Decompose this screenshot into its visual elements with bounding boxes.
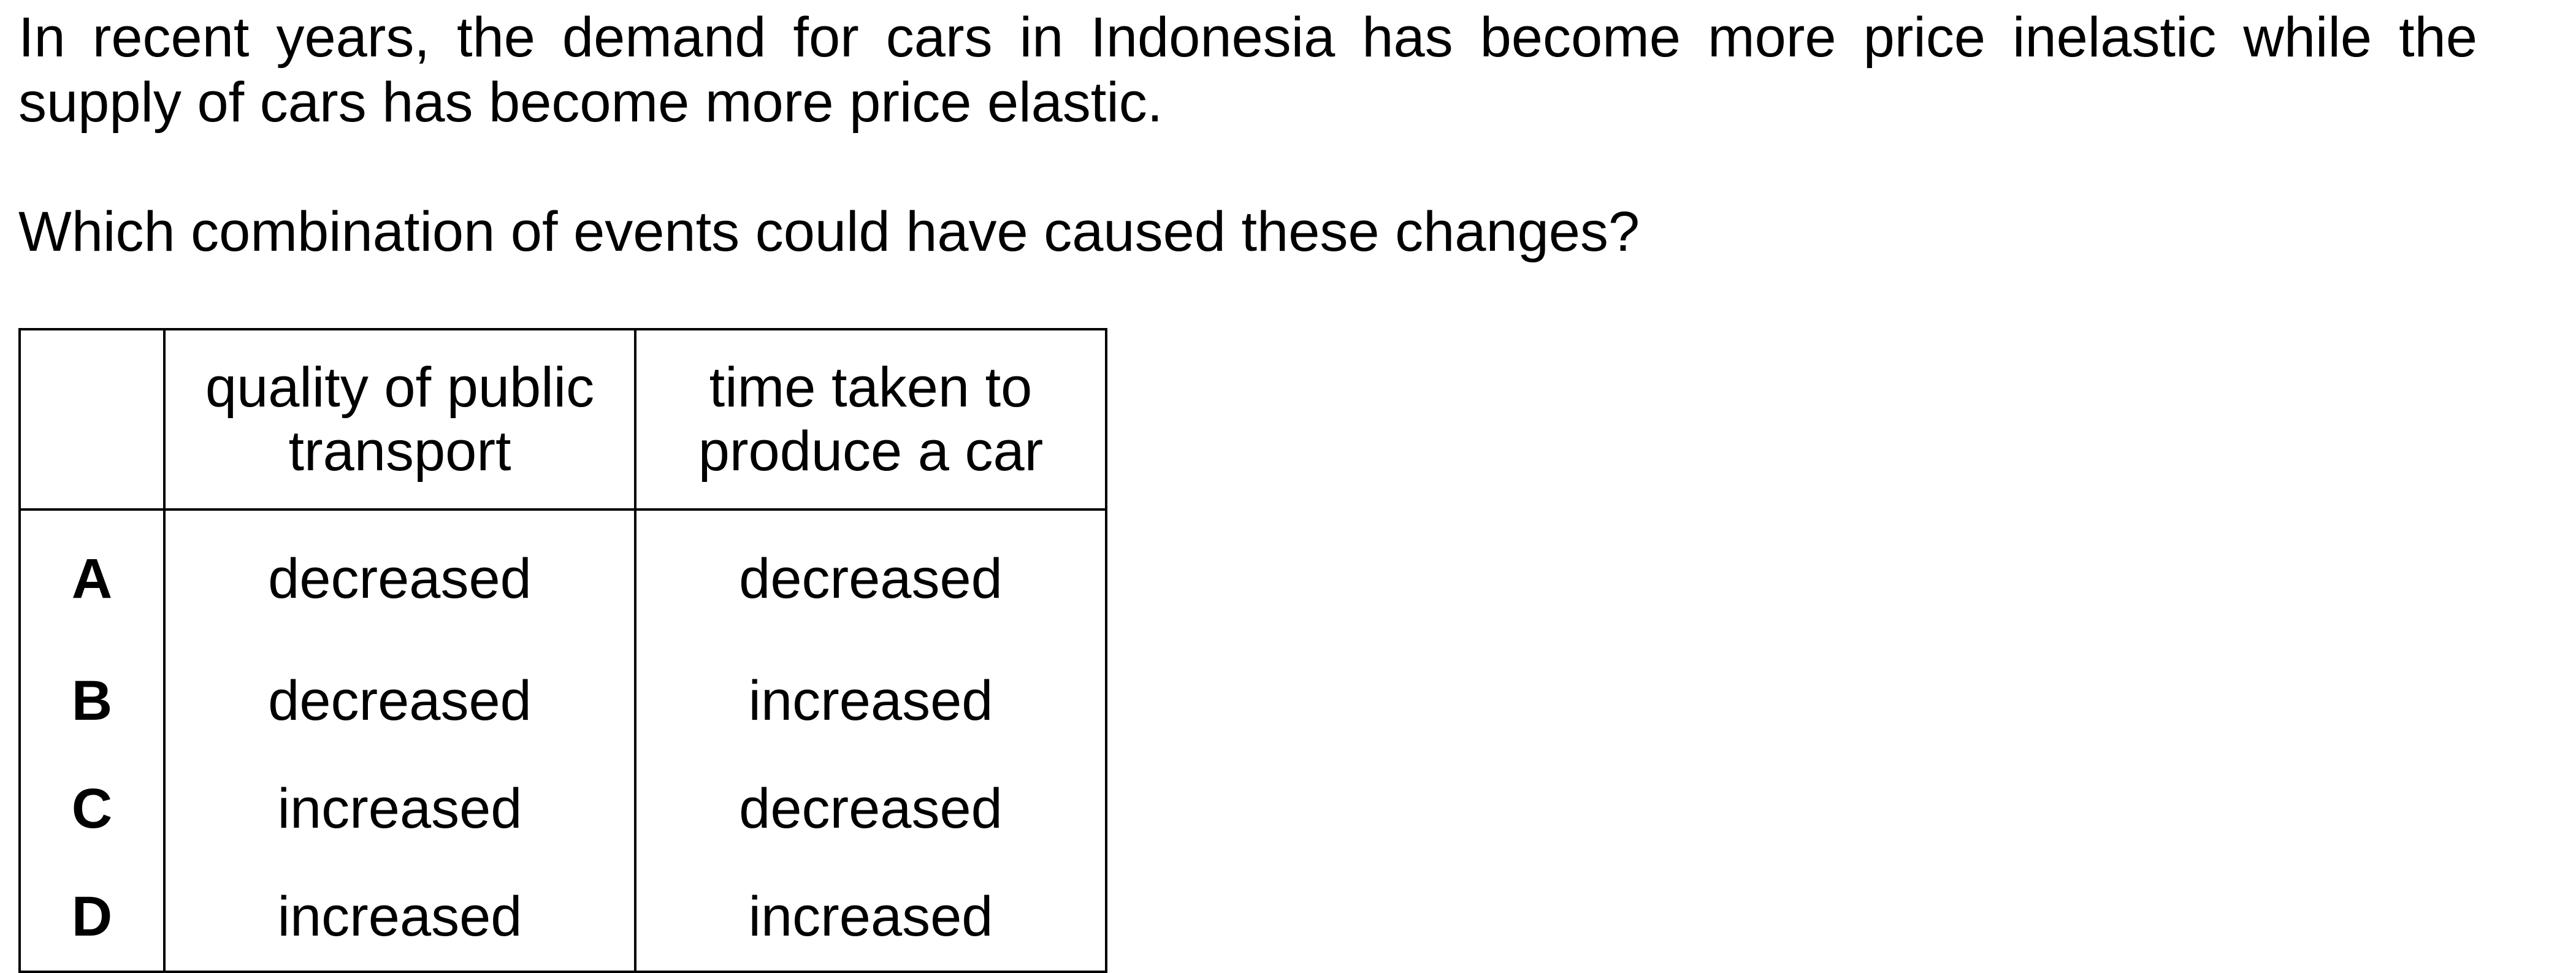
option-production-time: decreased [634,755,1107,863]
option-letter: C [18,755,166,863]
option-public-transport: decreased [163,647,636,755]
header-letter-cell [18,328,166,511]
option-public-transport: increased [163,863,636,973]
question-prompt: Which combination of events could have c… [18,200,1640,263]
header-public-transport: quality of public transport [163,328,636,511]
table-header-row: quality of public transport time taken t… [18,328,1107,511]
question-stem: In recent years, the demand for cars in … [18,6,2477,134]
option-production-time: increased [634,863,1107,973]
option-production-time: decreased [634,509,1107,647]
header-production-time: time taken to produce a car [634,328,1107,511]
option-public-transport: increased [163,755,636,863]
table-row: D increased increased [18,863,1107,973]
option-letter: B [18,647,166,755]
answer-options-table: quality of public transport time taken t… [18,328,1107,973]
option-public-transport: decreased [163,509,636,647]
option-letter: D [18,863,166,973]
option-letter: A [18,509,166,647]
table-row: B decreased increased [18,647,1107,755]
table-row: C increased decreased [18,755,1107,863]
table-row: A decreased decreased [18,509,1107,647]
option-production-time: increased [634,647,1107,755]
